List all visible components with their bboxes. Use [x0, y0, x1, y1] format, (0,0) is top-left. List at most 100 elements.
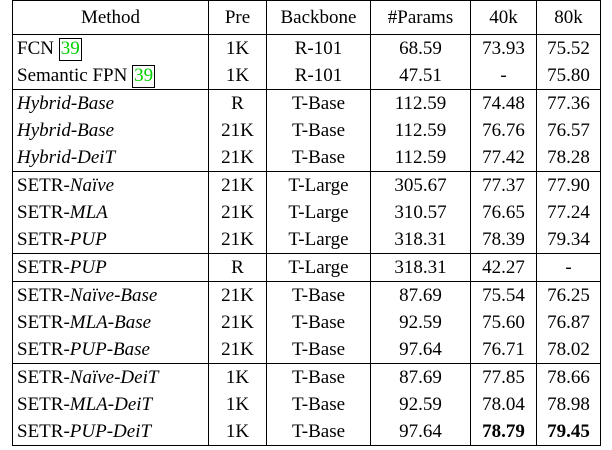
method-prefix: SETR-	[17, 394, 70, 415]
method-variant: MLA	[69, 202, 108, 223]
method-variant: PUP	[69, 257, 107, 278]
backbone-cell: T-Base	[266, 281, 371, 309]
method-variant: MLA-DeiT	[69, 394, 153, 415]
miou-80k-cell: 77.36	[536, 89, 601, 117]
method-prefix: SETR-	[17, 339, 70, 360]
table-row: SETR-PUP-DeiT 1K T-Base 97.64 78.79 79.45	[12, 418, 601, 446]
method-cell: SETR-Naïve	[12, 171, 209, 199]
pre-cell: 21K	[208, 199, 267, 226]
miou-80k-cell: 78.02	[536, 336, 601, 364]
params-cell: 97.64	[370, 336, 471, 364]
method-variant: PUP	[69, 229, 107, 250]
method-cell: SETR-PUP-DeiT	[12, 418, 209, 446]
backbone-cell: T-Large	[266, 171, 371, 199]
table-body: FCN 39 1K R-101 68.59 73.93 75.52 Semantic FPN…	[12, 34, 601, 446]
table-row: SETR-MLA-Base 21K T-Base 92.59 75.60 76.87	[12, 309, 601, 336]
table-row: SETR-PUP 21K T-Large 318.31 78.39 79.34	[12, 226, 601, 254]
pre-cell: 1K	[208, 363, 267, 391]
params-cell: 112.59	[370, 117, 471, 144]
header-backbone: Backbone	[266, 0, 371, 35]
table-row: SETR-MLA-DeiT 1K T-Base 92.59 78.04 78.98	[12, 391, 601, 418]
table-row: SETR-PUP R T-Large 318.31 42.27-	[12, 253, 601, 282]
pre-cell: 21K	[208, 336, 267, 364]
method-variant: Naïve-DeiT	[69, 367, 159, 388]
method-cell: Hybrid-DeiT	[12, 144, 209, 172]
pre-cell: 1K	[208, 418, 267, 446]
params-cell: 87.69	[370, 281, 471, 309]
miou-80k-cell: 75.80	[536, 62, 601, 90]
miou-40k-cell: 78.39	[470, 226, 537, 254]
method-variant: Naïve	[69, 175, 115, 196]
backbone-cell: R-101	[266, 34, 371, 62]
method-prefix: SETR-	[17, 202, 70, 223]
pre-cell: 1K	[208, 62, 267, 90]
params-cell: 112.59	[370, 89, 471, 117]
backbone-cell: T-Base	[266, 363, 371, 391]
miou-40k-cell: -	[470, 62, 537, 90]
params-cell: 310.57	[370, 199, 471, 226]
citation-link[interactable]: 39	[132, 65, 156, 88]
pre-cell: 1K	[208, 34, 267, 62]
backbone-cell: T-Large	[266, 226, 371, 254]
table-row: SETR-Naïve-Base 21K T-Base 87.69 75.54 76.25	[12, 281, 601, 309]
backbone-cell: T-Base	[266, 418, 371, 446]
method-cell: Semantic FPN 39	[12, 62, 209, 90]
method-cell: SETR-MLA-Base	[12, 309, 209, 336]
method-cell: SETR-Naïve-Base	[12, 281, 209, 309]
method-cell: SETR-MLA-DeiT	[12, 391, 209, 418]
table-row: Hybrid-Base 21K T-Base 112.59 76.76 76.57	[12, 117, 601, 144]
backbone-cell: T-Base	[266, 144, 371, 172]
backbone-cell: T-Base	[266, 309, 371, 336]
results-table: Method Pre Backbone #Params 40k 80k FCN …	[12, 0, 601, 446]
method-cell: SETR-MLA	[12, 199, 209, 226]
method-cell: SETR-PUP	[12, 253, 209, 282]
backbone-cell: R-101	[266, 62, 371, 90]
header-40k: 40k	[470, 0, 537, 35]
method-prefix: SETR-	[17, 367, 70, 388]
miou-40k-cell: 78.04	[470, 391, 537, 418]
miou-80k-cell: 77.90	[536, 171, 601, 199]
pre-cell: 21K	[208, 171, 267, 199]
citation-link[interactable]: 39	[58, 38, 82, 61]
table-row: SETR-MLA 21K T-Large 310.57 76.65 77.24	[12, 199, 601, 226]
miou-80k-cell: 78.98	[536, 391, 601, 418]
header-row: Method Pre Backbone #Params 40k 80k	[12, 0, 601, 35]
method-variant: PUP-DeiT	[69, 421, 152, 442]
results-table-container: Method Pre Backbone #Params 40k 80k FCN …	[12, 0, 601, 446]
params-cell: 92.59	[370, 309, 471, 336]
miou-40k-cell: 76.76	[470, 117, 537, 144]
miou-80k-cell: 76.25	[536, 281, 601, 309]
miou-80k-cell: 78.66	[536, 363, 601, 391]
backbone-cell: T-Base	[266, 89, 371, 117]
backbone-cell: T-Large	[266, 199, 371, 226]
miou-80k-cell: 76.87	[536, 309, 601, 336]
miou-40k-cell: 76.65	[470, 199, 537, 226]
method-variant: Hybrid-Base	[17, 120, 115, 141]
method-prefix: FCN	[17, 38, 59, 59]
params-cell: 112.59	[370, 144, 471, 172]
method-cell: Hybrid-Base	[12, 89, 209, 117]
miou-40k-cell: 42.27	[470, 253, 537, 282]
miou-80k-cell: -	[536, 253, 601, 282]
backbone-cell: T-Large	[266, 253, 371, 282]
miou-80k-cell: 79.34	[536, 226, 601, 254]
header-params: #Params	[370, 0, 471, 35]
table-row: Hybrid-DeiT 21K T-Base 112.59 77.42 78.28	[12, 144, 601, 172]
table-row: SETR-Naïve 21K T-Large 305.67 77.37 77.90	[12, 171, 601, 199]
table-row: SETR-PUP-Base 21K T-Base 97.64 76.71 78.02	[12, 336, 601, 364]
method-prefix: SETR-	[17, 175, 70, 196]
miou-40k-cell: 78.79	[470, 418, 537, 446]
params-cell: 47.51	[370, 62, 471, 90]
params-cell: 87.69	[370, 363, 471, 391]
method-cell: Hybrid-Base	[12, 117, 209, 144]
params-cell: 68.59	[370, 34, 471, 62]
pre-cell: 21K	[208, 144, 267, 172]
method-prefix: SETR-	[17, 257, 70, 278]
method-prefix: SETR-	[17, 285, 70, 306]
table-row: FCN 39 1K R-101 68.59 73.93 75.52	[12, 34, 601, 62]
miou-80k-cell: 78.28	[536, 144, 601, 172]
method-variant: Hybrid-Base	[17, 93, 115, 114]
miou-40k-cell: 77.37	[470, 171, 537, 199]
method-prefix: SETR-	[17, 421, 70, 442]
method-prefix: Semantic FPN	[17, 65, 133, 86]
